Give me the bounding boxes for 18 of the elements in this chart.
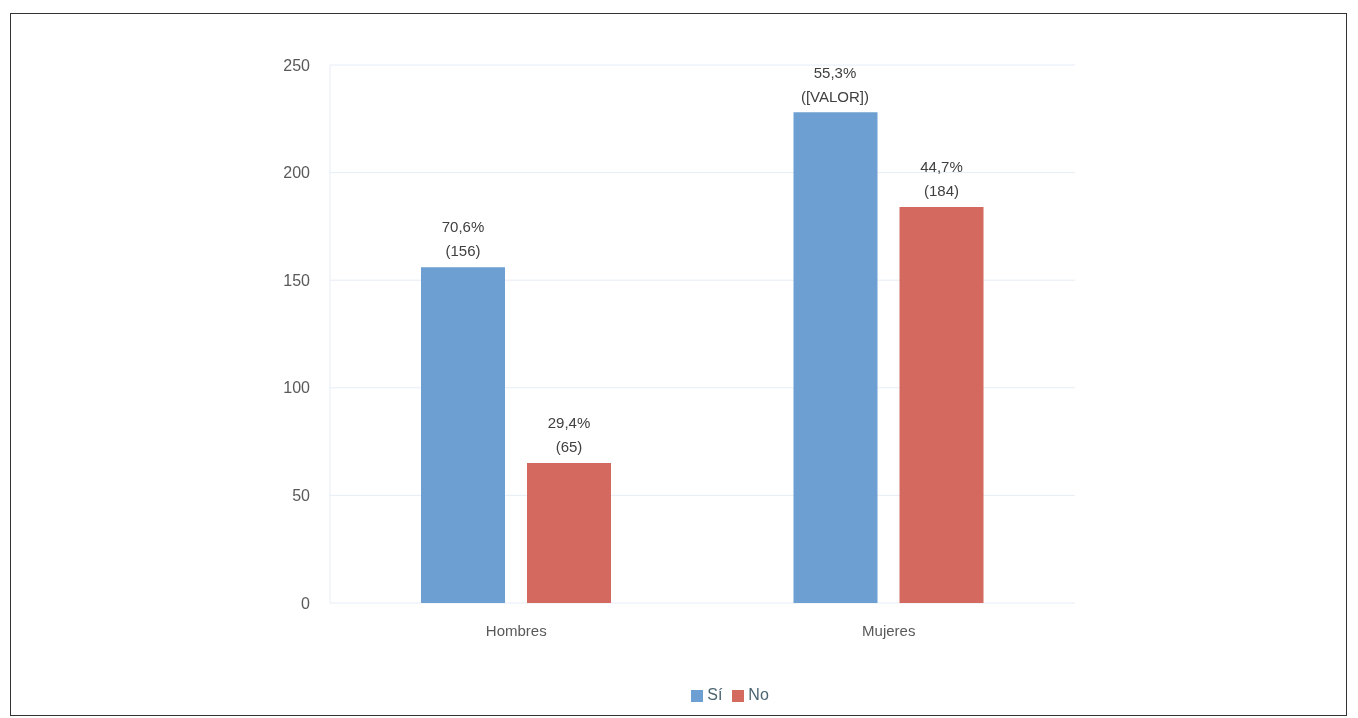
y-tick-label: 0 bbox=[301, 594, 311, 612]
y-tick-label: 150 bbox=[283, 271, 311, 289]
x-tick-label: Hombres bbox=[485, 621, 547, 639]
y-tick-label: 100 bbox=[283, 379, 311, 397]
data-label: 70,6% (156) bbox=[441, 218, 485, 260]
bar bbox=[793, 112, 878, 603]
legend-label: No bbox=[748, 686, 769, 703]
y-tick-label: 200 bbox=[283, 164, 311, 182]
bar bbox=[421, 267, 505, 603]
legend-label: Sí bbox=[707, 686, 723, 703]
annotation: 55,3% ([VALOR]) bbox=[799, 63, 871, 107]
bar bbox=[899, 207, 984, 603]
y-tick-label: 50 bbox=[292, 487, 311, 505]
data-label: 44,7% (184) bbox=[920, 158, 963, 200]
y-tick-label: 250 bbox=[283, 56, 311, 74]
data-label: 29,4% (65) bbox=[547, 414, 591, 456]
bar bbox=[527, 463, 611, 603]
x-tick-label: Mujeres bbox=[862, 621, 916, 639]
